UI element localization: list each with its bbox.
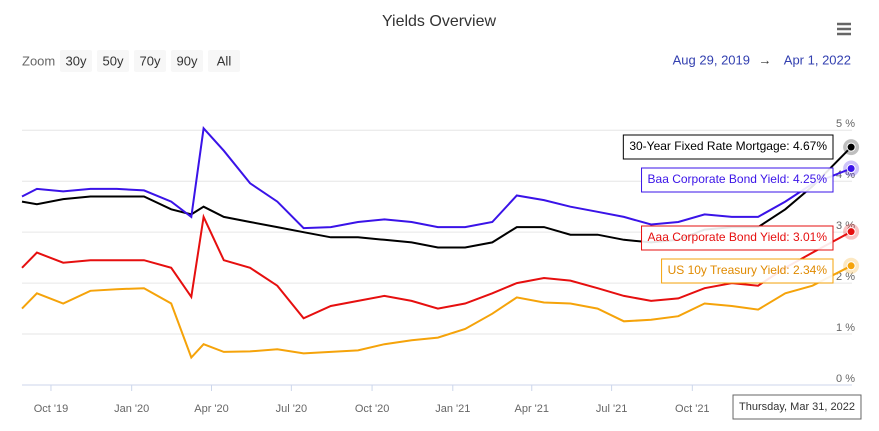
zoom-button[interactable] xyxy=(171,50,203,72)
x-tick-label: Jan '20 xyxy=(114,403,149,415)
range-arrow: → xyxy=(759,52,772,67)
series-line xyxy=(21,264,852,360)
x-tick-label: Jul '20 xyxy=(276,403,307,415)
zoom-button[interactable] xyxy=(60,50,92,72)
zoom-button[interactable] xyxy=(97,50,129,72)
tooltip-label: US 10y Treasury Yield: 2.34% xyxy=(668,263,828,277)
zoom-button[interactable] xyxy=(208,50,240,72)
x-tick-label: Oct '21 xyxy=(675,403,710,415)
tooltip: US 10y Treasury Yield: 2.34% xyxy=(661,258,834,284)
tooltip-label: 30-Year Fixed Rate Mortgage: 4.67% xyxy=(629,139,827,153)
tooltip: Aaa Corporate Bond Yield: 3.01% xyxy=(641,225,834,251)
range-from[interactable]: Aug 29, 2019 xyxy=(673,52,750,67)
date-tooltip: Thursday, Mar 31, 2022 xyxy=(732,394,862,420)
x-tick-label: Jan '21 xyxy=(435,403,470,415)
hover-marker xyxy=(846,142,856,152)
tooltip-box xyxy=(661,258,834,284)
range-to[interactable]: Apr 1, 2022 xyxy=(784,52,851,67)
series-line xyxy=(21,213,852,320)
zoom-label: Zoom xyxy=(22,53,55,68)
x-tick-label: Apr '20 xyxy=(194,403,229,415)
date-tooltip-label: Thursday, Mar 31, 2022 xyxy=(739,401,855,413)
zoom-button-label[interactable]: 30y xyxy=(66,53,87,68)
y-tick-label: 1 % xyxy=(836,322,855,334)
y-tick-label: 2 % xyxy=(836,271,855,283)
hover-marker xyxy=(846,261,856,271)
x-tick-label: Jul '21 xyxy=(596,403,627,415)
y-tick-label: 5 % xyxy=(836,118,855,130)
tooltip-box xyxy=(641,225,834,251)
x-tick-label: Apr '21 xyxy=(514,403,549,415)
zoom-button-label[interactable]: 90y xyxy=(177,53,198,68)
hover-marker xyxy=(846,227,856,237)
x-tick-label: Oct '20 xyxy=(355,403,390,415)
zoom-button-label[interactable]: 70y xyxy=(140,53,161,68)
series-line xyxy=(21,126,852,230)
date-tooltip-box xyxy=(732,394,862,420)
x-tick-label: Oct '19 xyxy=(34,403,69,415)
tooltip-box xyxy=(641,167,834,193)
chart-title: Yields Overview xyxy=(382,13,497,30)
tooltip-label: Baa Corporate Bond Yield: 4.25% xyxy=(648,172,828,186)
tooltip-label: Aaa Corporate Bond Yield: 3.01% xyxy=(648,230,828,244)
zoom-button-label[interactable]: 50y xyxy=(103,53,124,68)
y-tick-label: 0 % xyxy=(836,373,855,385)
tooltip-box xyxy=(622,134,834,160)
zoom-button-label[interactable]: All xyxy=(217,53,232,68)
hover-marker xyxy=(846,164,856,174)
tooltip: 30-Year Fixed Rate Mortgage: 4.67% xyxy=(622,134,834,160)
zoom-button[interactable] xyxy=(134,50,166,72)
menu-button[interactable] xyxy=(836,22,852,36)
tooltip: Baa Corporate Bond Yield: 4.25% xyxy=(641,167,834,193)
